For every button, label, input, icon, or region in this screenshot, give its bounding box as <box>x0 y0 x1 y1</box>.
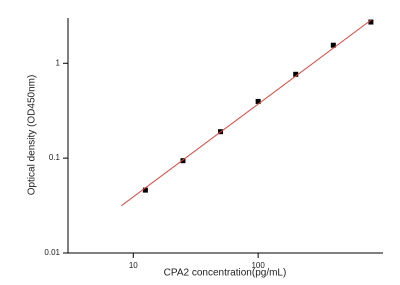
y-tick-label: 1 <box>56 58 61 67</box>
x-tick-label: 100 <box>251 261 265 270</box>
data-point <box>180 158 186 164</box>
data-point <box>368 19 374 25</box>
y-axis-label: Optical density (OD450nm) <box>27 75 38 196</box>
y-tick-label: 0.1 <box>49 153 61 162</box>
x-axis-label: CPA2 concentration(pg/mL) <box>164 268 287 279</box>
y-tick-label: 0.01 <box>44 248 60 257</box>
data-point <box>330 42 336 48</box>
x-tick-label: 10 <box>129 261 138 270</box>
data-point <box>293 71 299 77</box>
fit-line <box>120 19 372 207</box>
data-point <box>142 187 148 193</box>
data-point <box>255 98 261 104</box>
